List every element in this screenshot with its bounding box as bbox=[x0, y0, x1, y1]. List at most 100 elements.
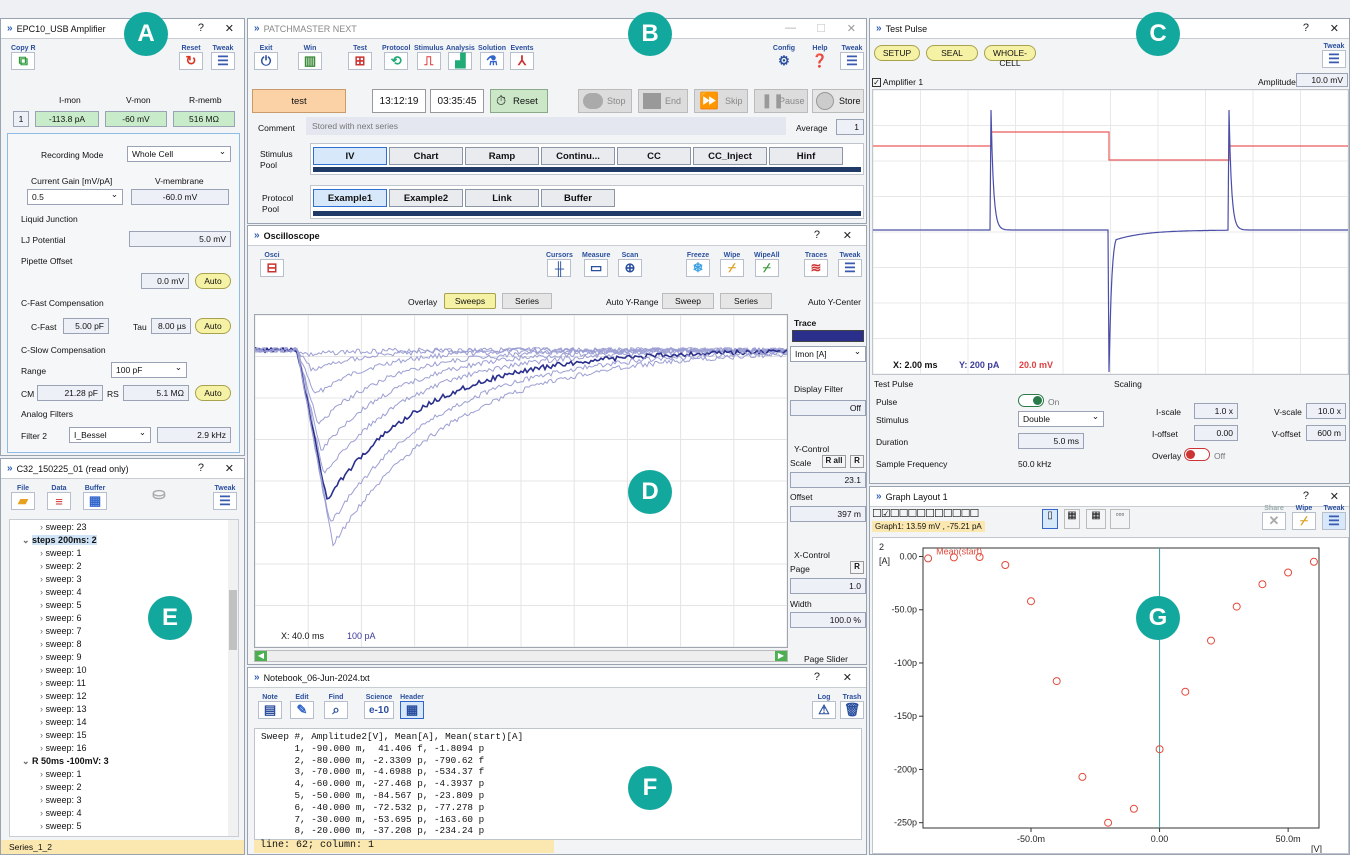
analysis-button[interactable]: Analysis ▟ bbox=[446, 45, 475, 70]
pipette-auto-button[interactable]: Auto bbox=[195, 273, 231, 289]
stop-button[interactable]: Stop bbox=[578, 89, 632, 113]
pulse-toggle[interactable] bbox=[1018, 394, 1044, 407]
protocol-pool-item[interactable]: Example2 bbox=[389, 189, 463, 207]
data-button[interactable]: Data ≡ bbox=[47, 485, 71, 510]
close-button[interactable]: ✕ bbox=[224, 23, 234, 35]
cfast-field[interactable]: 5.00 pF bbox=[63, 318, 109, 334]
stimulus-button[interactable]: Stimulus ⎍ bbox=[414, 45, 444, 70]
config-button[interactable]: Config ⚙ bbox=[772, 45, 796, 70]
tree-sweep-item[interactable]: › sweep: 15 bbox=[40, 730, 87, 740]
tweak-button[interactable]: Tweak ☰ bbox=[840, 45, 864, 70]
help-button[interactable]: ? bbox=[1302, 490, 1309, 502]
stimulus-select[interactable]: Double bbox=[1018, 411, 1104, 427]
help-tool-button[interactable]: Help ❓ bbox=[808, 45, 832, 70]
tree-sweep-item[interactable]: › sweep: 3 bbox=[40, 574, 82, 584]
buffer-button[interactable]: Buffer ▦ bbox=[83, 485, 107, 510]
store-button[interactable]: Store bbox=[812, 89, 864, 113]
stimulus-pool-item[interactable]: Continu... bbox=[541, 147, 615, 165]
chevron-down-icon[interactable]: ⌄ bbox=[22, 535, 33, 545]
chevron-right-icon[interactable]: › bbox=[40, 665, 46, 675]
filter2-select[interactable]: I_Bessel bbox=[69, 427, 151, 443]
test-button[interactable]: Test ⊞ bbox=[348, 45, 372, 70]
help-button[interactable]: ? bbox=[197, 462, 204, 474]
protocol-pool-item[interactable]: Link bbox=[465, 189, 539, 207]
tree-sweep-item[interactable]: › sweep: 1 bbox=[40, 769, 82, 779]
stimulus-pool-scrollbar[interactable] bbox=[313, 167, 861, 172]
tree-series-item[interactable]: ⌄ steps 200ms: 2 bbox=[22, 535, 97, 546]
trace-select[interactable]: Imon [A] bbox=[790, 346, 866, 362]
tree-sweep-item[interactable]: › sweep: 6 bbox=[40, 613, 82, 623]
series-toggle[interactable]: Series bbox=[502, 293, 552, 309]
whole-cell-button[interactable]: WHOLE-CELL bbox=[984, 45, 1036, 68]
ioffset-field[interactable]: 0.00 bbox=[1194, 425, 1238, 441]
protocol-pool-scrollbar[interactable] bbox=[313, 211, 861, 216]
seal-button[interactable]: SEAL bbox=[926, 45, 978, 61]
test-pulse-plot[interactable]: X: 2.00 ms Y: 200 pA 20.0 mV bbox=[872, 89, 1349, 375]
iscale-field[interactable]: 1.0 x bbox=[1194, 403, 1238, 419]
stimulus-pool-item[interactable]: Hinf bbox=[769, 147, 843, 165]
chevron-right-icon[interactable]: › bbox=[40, 587, 46, 597]
note-button[interactable]: Note ▤ bbox=[258, 694, 282, 719]
r-all-button[interactable]: R all bbox=[822, 455, 846, 468]
right-arrow-icon[interactable]: ▶ bbox=[775, 651, 787, 661]
scale-field[interactable]: 23.1 bbox=[790, 472, 866, 488]
tree-sweep-item[interactable]: › sweep: 8 bbox=[40, 639, 82, 649]
header-button[interactable]: Header ▦ bbox=[400, 694, 424, 719]
maximize-icon[interactable]: ☐ bbox=[816, 23, 826, 35]
tree-view[interactable]: › sweep: 23 ⌄ steps 200ms: 2 › sweep: 1 › s… bbox=[9, 519, 239, 837]
chevron-right-icon[interactable]: › bbox=[40, 821, 46, 831]
chevron-right-icon[interactable]: › bbox=[40, 704, 46, 714]
page-slider[interactable]: ◀ ▶ bbox=[254, 650, 788, 662]
chevron-right-icon[interactable]: › bbox=[40, 574, 46, 584]
cm-field[interactable]: 21.28 pF bbox=[37, 385, 103, 401]
chevron-right-icon[interactable]: › bbox=[40, 626, 46, 636]
page-r-button[interactable]: R bbox=[850, 561, 864, 574]
current-gain-select[interactable]: 0.5 bbox=[27, 189, 123, 205]
tree-sweep-item[interactable]: › sweep: 4 bbox=[40, 587, 82, 597]
notebook-text[interactable]: Sweep #, Amplitude2[V], Mean[A], Mean(st… bbox=[254, 728, 862, 840]
chevron-right-icon[interactable]: › bbox=[40, 691, 46, 701]
science-button[interactable]: Science e-10 bbox=[364, 694, 394, 719]
filter2-field[interactable]: 2.9 kHz bbox=[157, 427, 231, 443]
tweak-button[interactable]: Tweak ☰ bbox=[1322, 43, 1346, 68]
chevron-right-icon[interactable]: › bbox=[40, 743, 46, 753]
traces-button[interactable]: Traces ≋ bbox=[804, 252, 828, 277]
chevron-right-icon[interactable]: › bbox=[40, 548, 46, 558]
close-button[interactable]: ✕ bbox=[842, 672, 852, 684]
win-button[interactable]: Win ▥ bbox=[298, 45, 322, 70]
tree-series-item[interactable]: ⌄ R 50ms -100mV: 3 bbox=[22, 756, 109, 767]
wipeall-button[interactable]: WipeAll ⌿ bbox=[754, 252, 780, 277]
setup-button[interactable]: SETUP bbox=[874, 45, 920, 61]
reset-button[interactable]: Reset ↻ bbox=[179, 45, 203, 70]
log-button[interactable]: Log ⚠ bbox=[812, 694, 836, 719]
duration-field[interactable]: 5.0 ms bbox=[1018, 433, 1084, 449]
protocol-pool-item[interactable]: Buffer bbox=[541, 189, 615, 207]
offset-field[interactable]: 397 m bbox=[790, 506, 866, 522]
copy-rs-button[interactable]: Copy R ⧉ bbox=[11, 45, 36, 70]
amplifier-checkbox[interactable]: ✓ Amplifier 1 bbox=[872, 77, 923, 87]
tree-sweep-item[interactable]: › sweep: 7 bbox=[40, 626, 82, 636]
cursors-button[interactable]: Cursors ╫ bbox=[546, 252, 573, 277]
chevron-right-icon[interactable]: › bbox=[40, 600, 46, 610]
chevron-down-icon[interactable]: ⌄ bbox=[22, 756, 33, 766]
stimulus-pool-item[interactable]: CC bbox=[617, 147, 691, 165]
protocol-button[interactable]: Protocol ⟲ bbox=[382, 45, 410, 70]
comment-field[interactable]: Stored with next series bbox=[306, 117, 786, 135]
chevron-right-icon[interactable]: › bbox=[40, 613, 46, 623]
tweak-button[interactable]: Tweak ☰ bbox=[838, 252, 862, 277]
solution-button[interactable]: Solution ⚗ bbox=[478, 45, 506, 70]
close-button[interactable]: ✕ bbox=[1329, 491, 1339, 503]
tree-scrollbar[interactable] bbox=[228, 520, 238, 836]
recording-mode-select[interactable]: Whole Cell bbox=[127, 146, 231, 162]
series-autorange-button[interactable]: Series bbox=[720, 293, 772, 309]
voffset-field[interactable]: 600 m bbox=[1306, 425, 1346, 441]
tree-sweep-item[interactable]: › sweep: 16 bbox=[40, 743, 87, 753]
rs-field[interactable]: 5.1 MΩ bbox=[123, 385, 189, 401]
stimulus-pool-item[interactable]: Chart bbox=[389, 147, 463, 165]
stimulus-pool-item[interactable]: IV bbox=[313, 147, 387, 165]
scrollbar-thumb[interactable] bbox=[229, 590, 237, 650]
trash-button[interactable]: Trash 🗑 bbox=[840, 694, 864, 719]
skip-button[interactable]: ⏩ Skip bbox=[694, 89, 748, 113]
left-arrow-icon[interactable]: ◀ bbox=[255, 651, 267, 661]
help-button[interactable]: ? bbox=[1302, 22, 1309, 34]
